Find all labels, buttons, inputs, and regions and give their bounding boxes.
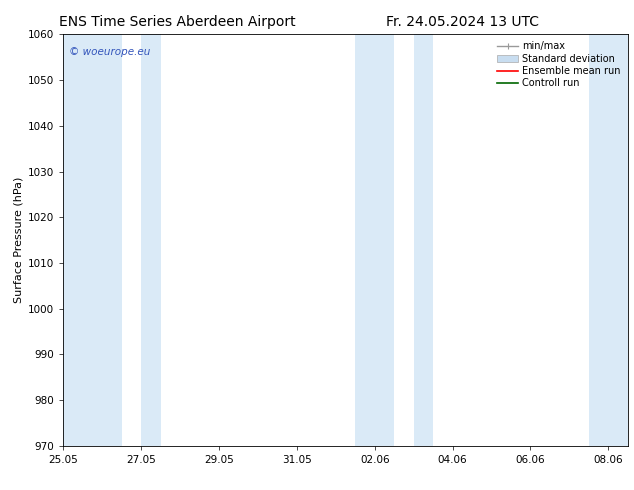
Bar — [589, 34, 628, 446]
Bar — [355, 34, 394, 446]
Text: © woeurope.eu: © woeurope.eu — [69, 47, 150, 57]
Text: Fr. 24.05.2024 13 UTC: Fr. 24.05.2024 13 UTC — [386, 15, 540, 29]
Bar — [63, 34, 122, 446]
Bar — [413, 34, 433, 446]
Y-axis label: Surface Pressure (hPa): Surface Pressure (hPa) — [14, 177, 24, 303]
Bar — [141, 34, 160, 446]
Legend: min/max, Standard deviation, Ensemble mean run, Controll run: min/max, Standard deviation, Ensemble me… — [495, 39, 623, 90]
Text: ENS Time Series Aberdeen Airport: ENS Time Series Aberdeen Airport — [59, 15, 296, 29]
